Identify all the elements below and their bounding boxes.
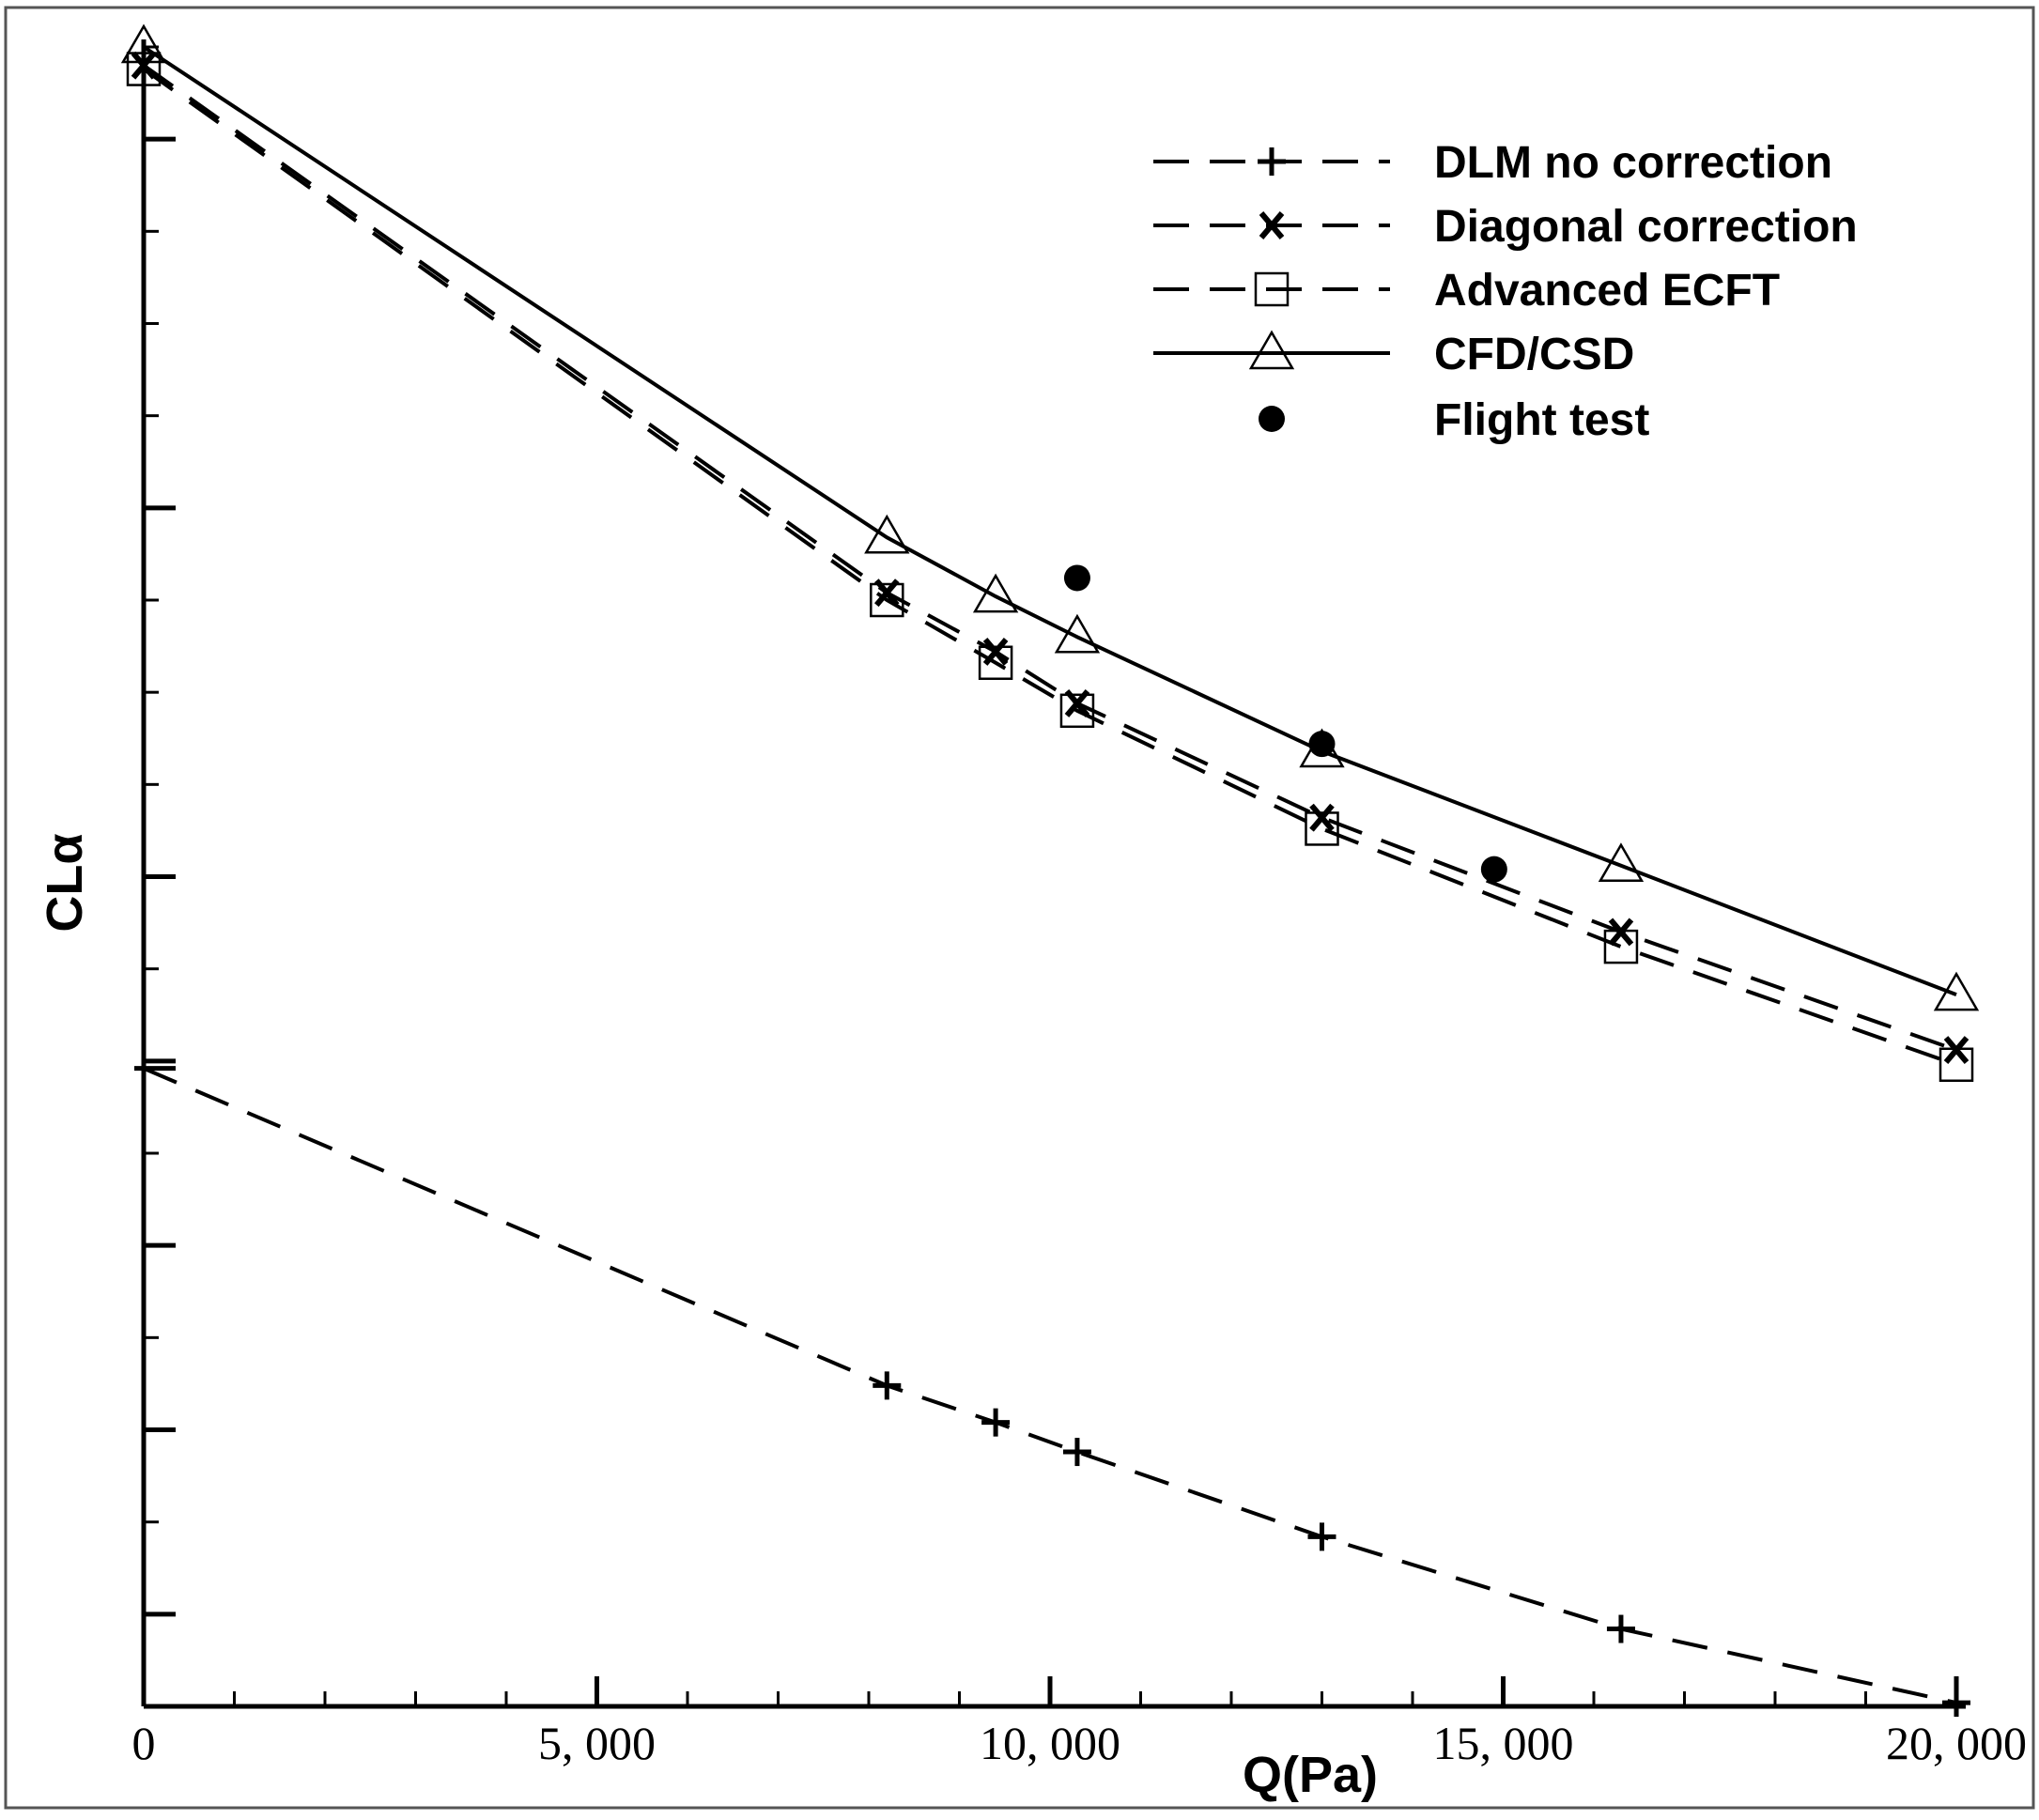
- legend: DLM no correction Diagonal correction Adva…: [1153, 138, 1858, 445]
- data-point-triangle: [972, 573, 1019, 613]
- data-point-plus: [1606, 1614, 1635, 1643]
- data-point-x: [1608, 918, 1634, 947]
- data-point-square: [1305, 811, 1339, 846]
- x-tick-label: 0: [132, 1717, 156, 1769]
- series-line: [142, 45, 1957, 997]
- legend-marker: [1259, 406, 1285, 432]
- data-point-square: [978, 645, 1013, 681]
- data-point-plus: [873, 1371, 902, 1400]
- series-dlm-no-correction: [143, 1066, 1970, 1718]
- legend-entry: Advanced ECFT: [1153, 266, 1780, 316]
- outer-frame: [4, 6, 2035, 1810]
- data-point-triangle: [864, 514, 910, 554]
- legend-label: DLM no correction: [1434, 138, 1832, 188]
- x-tick-label: 15, 000: [1433, 1717, 1574, 1769]
- y-axis-label: CLα: [37, 833, 93, 932]
- legend-marker: [1248, 330, 1295, 370]
- data-point-x: [1309, 803, 1335, 832]
- x-axis-label: Q(Pa): [1243, 1747, 1378, 1803]
- data-point-x: [1943, 1036, 1969, 1064]
- legend-marker: [1254, 271, 1290, 307]
- legend-entry: Diagonal correction: [1153, 202, 1858, 252]
- series-flight-test: [1063, 564, 1507, 883]
- series-diagonal-correction: [131, 51, 1969, 1064]
- data-point-square: [1939, 1047, 1974, 1083]
- series-line: [143, 1066, 1957, 1705]
- data-point-circle: [1308, 731, 1336, 758]
- data-point-plus: [1062, 1438, 1091, 1467]
- data-point-triangle: [1598, 842, 1645, 882]
- series-line: [142, 67, 1957, 1067]
- data-point-triangle: [1054, 613, 1101, 654]
- legend-label: Flight test: [1434, 395, 1649, 445]
- legend-marker: [1259, 211, 1285, 239]
- x-tick-label: 5, 000: [538, 1717, 656, 1769]
- data-point-triangle: [1933, 971, 1980, 1011]
- legend-entry: CFD/CSD: [1153, 330, 1634, 379]
- data-point-plus: [981, 1408, 1011, 1437]
- x-tick-label: 20, 000: [1886, 1717, 2027, 1769]
- legend-label: Diagonal correction: [1434, 202, 1858, 252]
- legend-marker: [1258, 147, 1286, 176]
- data-point-square: [1059, 693, 1095, 729]
- legend-label: Advanced ECFT: [1434, 266, 1780, 316]
- legend-entry: DLM no correction: [1153, 138, 1832, 188]
- data-point-plus: [1307, 1522, 1336, 1551]
- x-tick-label: 10, 000: [980, 1717, 1120, 1769]
- data-point-circle: [1063, 564, 1090, 592]
- axes: 0 5, 000 10, 000 15, 000 20, 000: [132, 39, 2027, 1769]
- data-point-square: [1603, 929, 1639, 964]
- legend-label: CFD/CSD: [1434, 330, 1634, 379]
- data-point-circle: [1480, 856, 1507, 883]
- data-point-square: [870, 582, 904, 618]
- legend-entry: Flight test: [1259, 395, 1649, 445]
